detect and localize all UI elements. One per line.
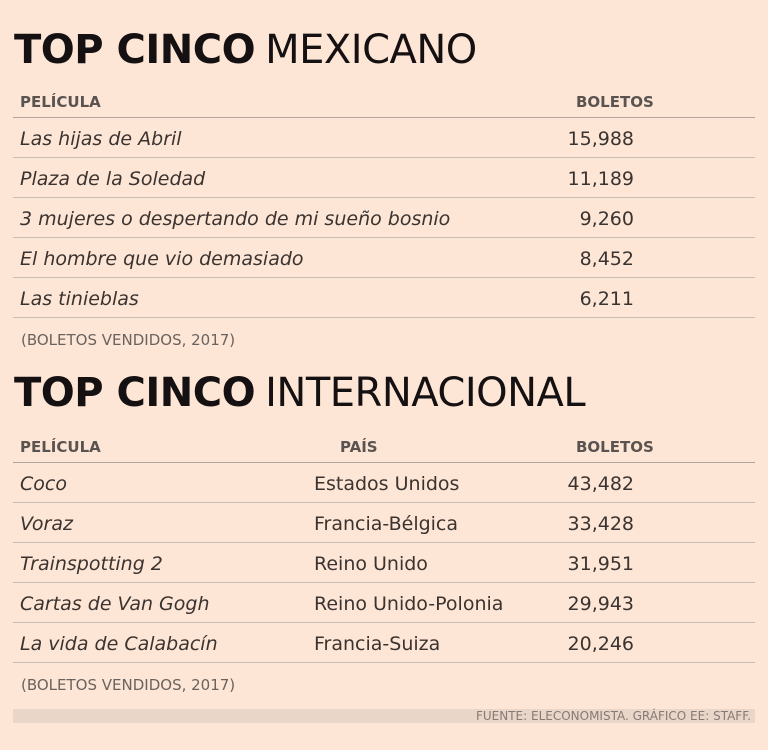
table-mexicano: PELÍCULA BOLETOS Las hijas de Abril 15,98… <box>13 89 755 318</box>
cell-pelicula: Coco <box>20 473 67 495</box>
header-boletos: BOLETOS <box>576 93 654 111</box>
title-mexicano: TOP CINCO MEXICANO <box>14 30 477 70</box>
cell-pais: Reino Unido <box>314 553 428 575</box>
table-header: PELÍCULA PAÍS BOLETOS <box>13 434 755 463</box>
table-row: 3 mujeres o despertando de mi sueño bosn… <box>13 198 755 238</box>
cell-boletos: 11,189 <box>567 168 634 190</box>
table-row: Voraz Francia-Bélgica 33,428 <box>13 503 755 543</box>
cell-boletos: 15,988 <box>567 128 634 150</box>
cell-pais: Reino Unido-Polonia <box>314 593 504 615</box>
header-boletos: BOLETOS <box>576 438 654 456</box>
cell-boletos: 20,246 <box>567 633 634 655</box>
cell-pais: Estados Unidos <box>314 473 460 495</box>
cell-pais: Francia-Bélgica <box>314 513 459 535</box>
cell-boletos: 6,211 <box>579 288 634 310</box>
cell-boletos: 43,482 <box>567 473 634 495</box>
cell-pelicula: Las hijas de Abril <box>20 128 182 150</box>
table-row: Las hijas de Abril 15,988 <box>13 118 755 158</box>
header-pelicula: PELÍCULA <box>20 438 101 456</box>
title-internacional: TOP CINCO INTERNACIONAL <box>14 370 586 416</box>
title-bold: TOP CINCO <box>14 27 256 73</box>
header-pais: PAÍS <box>340 438 378 456</box>
table-row: La vida de Calabacín Francia-Suiza 20,246 <box>13 623 755 663</box>
table-row: Plaza de la Soledad 11,189 <box>13 158 755 198</box>
table-header: PELÍCULA BOLETOS <box>13 89 755 118</box>
header-pelicula: PELÍCULA <box>20 93 101 111</box>
cell-pelicula: Las tinieblas <box>20 288 139 310</box>
note-internacional: (BOLETOS VENDIDOS, 2017) <box>21 676 236 694</box>
title-light: INTERNACIONAL <box>265 370 586 416</box>
table-row: Cartas de Van Gogh Reino Unido-Polonia 29,… <box>13 583 755 623</box>
table-row: Trainspotting 2 Reino Unido 31,951 <box>13 543 755 583</box>
note-mexicano: (BOLETOS VENDIDOS, 2017) <box>21 331 236 349</box>
cell-pelicula: 3 mujeres o despertando de mi sueño bosn… <box>20 208 451 230</box>
cell-pelicula: Voraz <box>20 513 73 535</box>
title-light: MEXICANO <box>265 27 477 73</box>
cell-pelicula: La vida de Calabacín <box>20 633 218 655</box>
cell-boletos: 8,452 <box>579 248 634 270</box>
cell-pelicula: Plaza de la Soledad <box>20 168 206 190</box>
cell-boletos: 33,428 <box>567 513 634 535</box>
title-bold: TOP CINCO <box>14 370 256 416</box>
cell-boletos: 9,260 <box>579 208 634 230</box>
footer-source: FUENTE: ELECONOMISTA. GRÁFICO EE: STAFF. <box>475 709 751 723</box>
cell-pais: Francia-Suiza <box>314 633 441 655</box>
table-row: Las tinieblas 6,211 <box>13 278 755 318</box>
footer-bar: FUENTE: ELECONOMISTA. GRÁFICO EE: STAFF. <box>13 709 755 723</box>
table-internacional: PELÍCULA PAÍS BOLETOS Coco Estados Unidos… <box>13 434 755 663</box>
cell-pelicula: Trainspotting 2 <box>20 553 163 575</box>
cell-boletos: 31,951 <box>567 553 634 575</box>
cell-boletos: 29,943 <box>567 593 634 615</box>
table-row: Coco Estados Unidos 43,482 <box>13 463 755 503</box>
table-row: El hombre que vio demasiado 8,452 <box>13 238 755 278</box>
cell-pelicula: Cartas de Van Gogh <box>20 593 210 615</box>
cell-pelicula: El hombre que vio demasiado <box>20 248 304 270</box>
